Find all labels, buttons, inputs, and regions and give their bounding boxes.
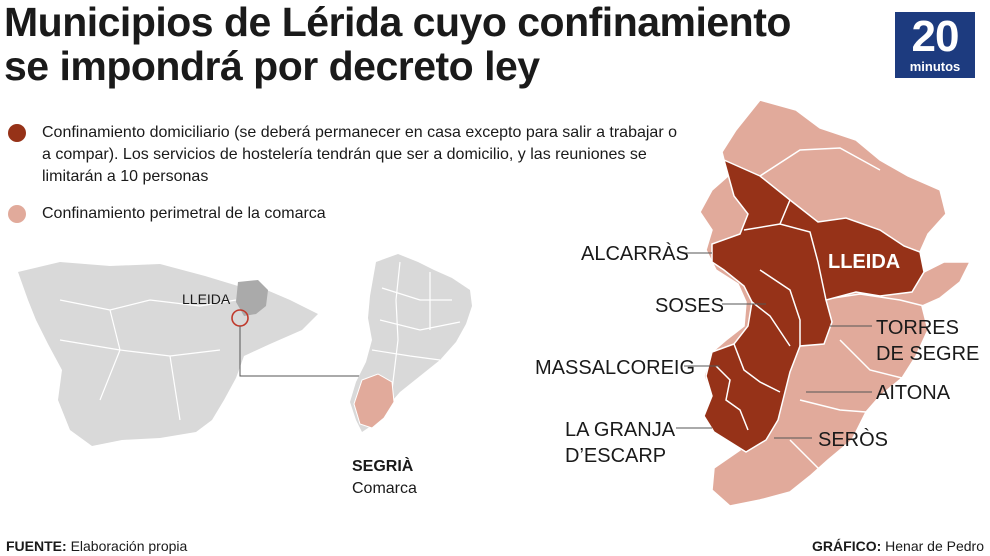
catalonia-region bbox=[236, 280, 268, 316]
leader-line-overview bbox=[239, 326, 360, 377]
legend-swatch-domiciliario bbox=[8, 124, 26, 142]
spain-map: LLEIDA bbox=[18, 262, 360, 446]
comarca-label: SEGRIÀ Comarca bbox=[352, 456, 417, 500]
logo-word: minutos bbox=[909, 59, 961, 74]
label-torres-2: DE SEGRE bbox=[876, 343, 979, 365]
segria-comarca bbox=[353, 373, 395, 429]
source-label: FUENTE: bbox=[6, 538, 67, 554]
footer-credit: GRÁFICO: Henar de Pedro bbox=[812, 538, 984, 554]
credit-value: Henar de Pedro bbox=[885, 538, 984, 554]
label-seros: SERÒS bbox=[818, 428, 888, 451]
municipio-boundaries bbox=[715, 199, 827, 431]
label-granja-2: D’ESCARP bbox=[565, 445, 666, 467]
catalonia-map bbox=[350, 254, 472, 432]
credit-label: GRÁFICO: bbox=[812, 538, 882, 554]
label-massalcoreig: MASSALCOREIG bbox=[535, 357, 695, 379]
overview-lleida-label: LLEIDA bbox=[182, 291, 231, 307]
zona-domiciliario bbox=[703, 158, 925, 453]
source-value: Elaboración propia bbox=[70, 538, 188, 554]
label-soses: SOSES bbox=[655, 295, 724, 317]
comarca-name: SEGRIÀ bbox=[352, 458, 414, 475]
logo-number: 20 bbox=[911, 12, 960, 61]
catalonia-comarca-lines bbox=[371, 261, 461, 391]
legend-swatch-perimetral bbox=[8, 205, 26, 223]
label-aitona: AITONA bbox=[876, 382, 951, 404]
spain-mainland bbox=[18, 262, 318, 446]
legend-text-perimetral: Confinamiento perimetral de la comarca bbox=[42, 205, 326, 222]
segria-internal-lines bbox=[743, 147, 925, 471]
spain-interior-lines bbox=[59, 299, 237, 421]
title-line-1: Municipios de Lérida cuyo confinamiento bbox=[4, 0, 791, 45]
comarca-type: Comarca bbox=[352, 480, 417, 497]
segria-detail-map: ALCARRÀS LLEIDA SOSES TORRES DE SEGRE MA… bbox=[535, 99, 979, 507]
label-torres-1: TORRES bbox=[876, 317, 959, 339]
title-line-2: se impondrá por decreto ley bbox=[4, 43, 540, 89]
map-title: Municipios de Lérida cuyo confinamiento … bbox=[4, 0, 844, 88]
brand-logo: 20 minutos bbox=[895, 12, 975, 78]
footer-source: FUENTE: Elaboración propia bbox=[6, 538, 187, 554]
label-lleida: LLEIDA bbox=[828, 251, 900, 273]
legend-text-domiciliario: Confinamiento domiciliario (se deberá pe… bbox=[42, 124, 677, 185]
label-alcarras: ALCARRÀS bbox=[581, 242, 689, 265]
label-granja-1: LA GRANJA bbox=[565, 419, 676, 441]
